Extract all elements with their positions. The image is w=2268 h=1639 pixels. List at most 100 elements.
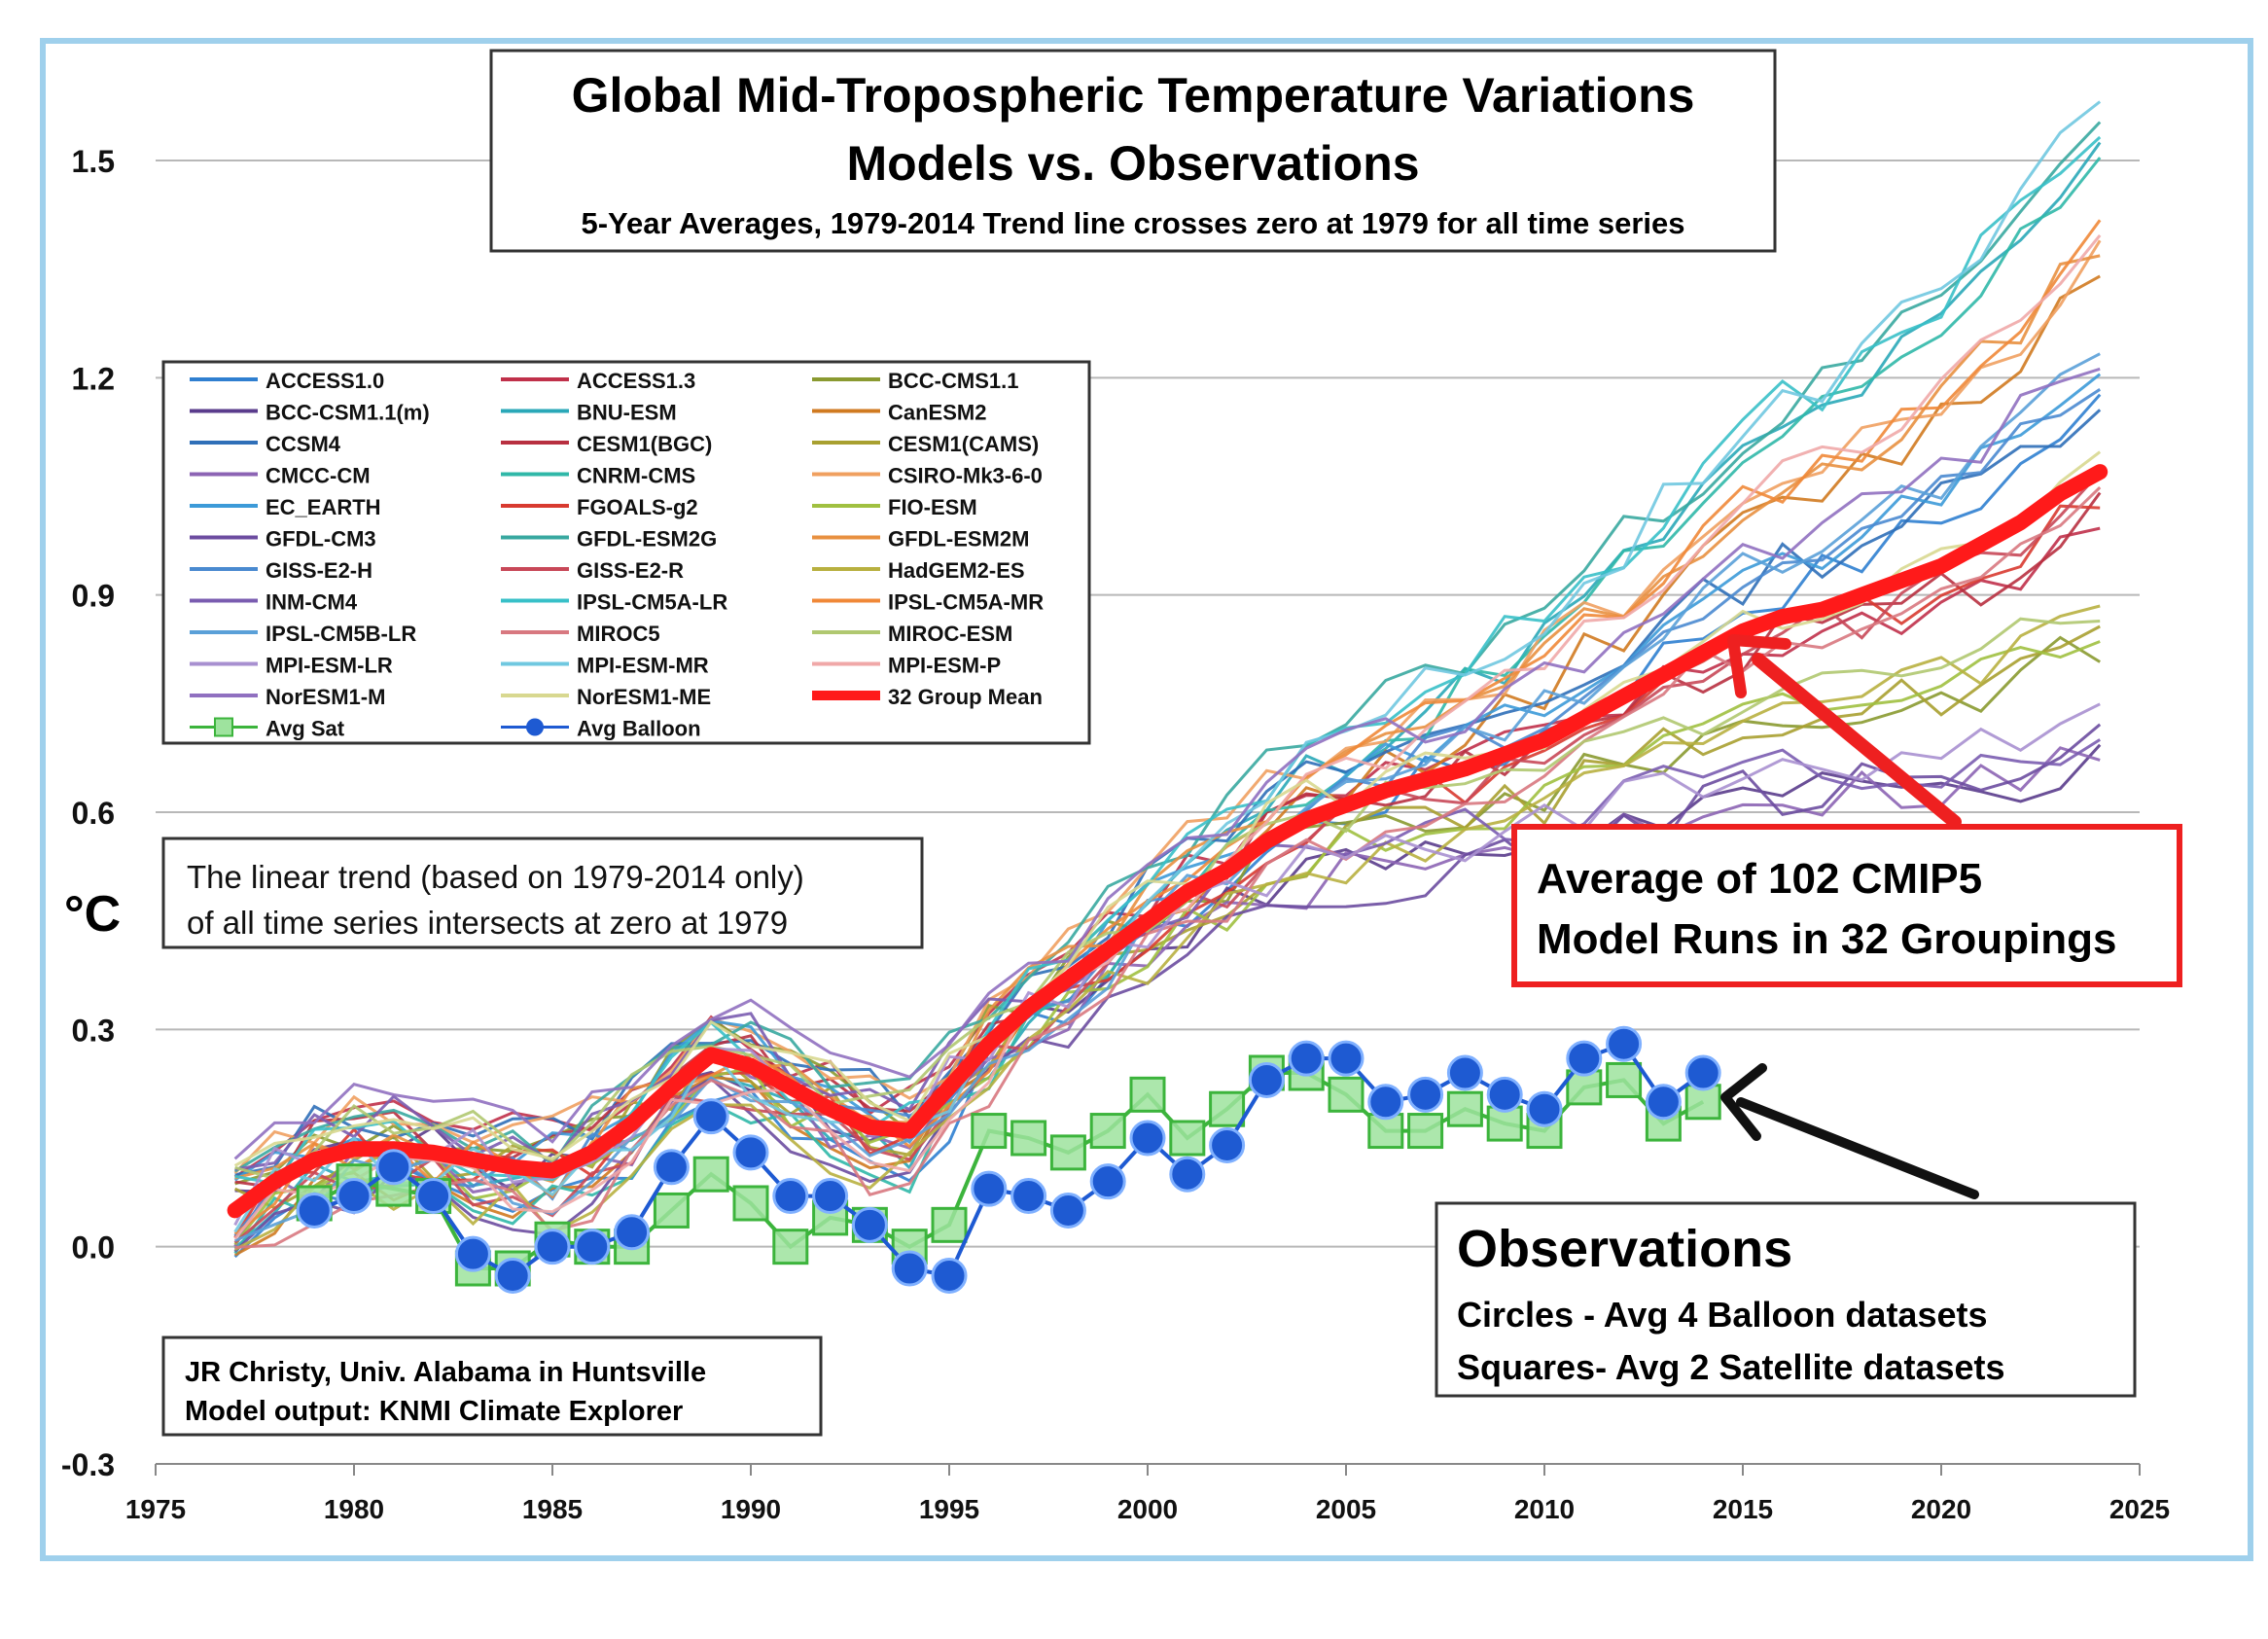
model-line-31 [233,450,2102,1167]
balloon-point [1328,1040,1364,1077]
balloon-point [1645,1084,1682,1121]
sat-point [692,1156,729,1193]
balloon-point [1606,1025,1643,1062]
trend-note-box: The linear trend (based on 1979-2014 onl… [161,837,924,949]
legend-label: BCC-CMS1.1 [888,369,1018,393]
legend-item: CSIRO-Mk3-6-0 [812,464,1043,488]
y-tick-label: 0.6 [72,796,115,831]
legend-label: GFDL-ESM2M [888,527,1029,552]
legend-label: CNRM-CMS [577,464,695,488]
balloon-point [1566,1040,1603,1077]
legend-item: ACCESS1.0 [190,369,384,393]
legend-label: GISS-E2-R [577,558,684,583]
legend-item: CCSM4 [190,432,341,456]
legend-item: EC_EARTH [190,495,381,519]
legend-label: CanESM2 [888,401,986,425]
y-tick-label: 0.9 [72,579,115,614]
legend-item: BCC-CSM1.1(m) [190,401,430,425]
balloon-point [772,1178,809,1215]
legend-label: CESM1(CAMS) [888,432,1039,456]
balloon-point [614,1214,651,1251]
legend-label: BCC-CSM1.1(m) [266,401,430,425]
observations-circles-note: Circles - Avg 4 Balloon datasets [1457,1295,1988,1335]
legend-item: IPSL-CM5A-LR [501,590,727,615]
legend-item: GISS-E2-H [190,558,372,583]
legend-item: IPSL-CM5B-LR [190,622,416,646]
model-line-27 [233,702,2101,1227]
legend-label: IPSL-CM5A-MR [888,590,1044,615]
legend-items: ACCESS1.0 ACCESS1.3 BCC-CMS1.1 BCC-CSM1.1(m… [190,369,1044,741]
x-tick-label: 1985 [522,1494,583,1524]
legend-item: MIROC5 [501,622,660,646]
legend-marker [526,718,544,736]
legend-label: Avg Balloon [577,717,701,741]
legend-item: GFDL-CM3 [190,527,376,552]
balloon-point [851,1206,888,1243]
cmip5-note-line1: Average of 102 CMIP5 [1537,855,1982,903]
legend-label: MPI-ESM-P [888,654,1001,678]
sat-point [1328,1076,1364,1113]
legend-label: Avg Sat [266,717,345,741]
legend-label: BNU-ESM [577,401,677,425]
legend-label: NorESM1-ME [577,685,711,709]
legend-label: EC_EARTH [266,495,381,519]
axes: 1.5 1.2 0.9 0.6 0.3 0.0 -0.3 1975 1980 1985 1990 19… [61,144,2170,1524]
legend-label: HadGEM2-ES [888,558,1025,583]
balloon-point [1486,1076,1523,1113]
sat-point [1446,1090,1483,1127]
balloon-point [1049,1192,1086,1229]
sat-point [772,1229,809,1265]
legend-label: ACCESS1.3 [577,369,695,393]
balloon-point [971,1170,1008,1207]
balloon-point [1209,1126,1246,1163]
legend-label: IPSL-CM5A-LR [577,590,727,615]
chart-subtitle: 5-Year Averages, 1979-2014 Trend line cr… [581,206,1684,240]
sat-point [1486,1105,1523,1142]
legend-item: NorESM1-ME [501,685,711,709]
x-tick-label: 2020 [1911,1494,1971,1524]
legend-item: INM-CM4 [190,590,358,615]
credit-box: JR Christy, Univ. Alabama in Huntsville … [161,1336,823,1437]
x-tick-label: 1975 [125,1494,186,1524]
x-tick-label: 2025 [2109,1494,2170,1524]
legend-label: ACCESS1.0 [266,369,384,393]
observations-title: Observations [1457,1220,1792,1278]
y-axis-label: °C [64,886,121,943]
balloon-point [1089,1163,1126,1200]
balloon-point [574,1229,611,1265]
balloon-point [812,1178,849,1215]
sat-point [1169,1120,1206,1157]
y-tick-label: 1.2 [72,361,115,396]
cmip5-note-line2: Model Runs in 32 Groupings [1537,915,2116,963]
legend-label: FIO-ESM [888,495,977,519]
legend-item: MPI-ESM-MR [501,654,709,678]
balloon-point [296,1192,333,1229]
legend-label: GISS-E2-H [266,558,372,583]
legend-item: CanESM2 [812,401,986,425]
balloon-point [1288,1040,1325,1077]
legend-label: CCSM4 [266,432,341,456]
balloon-point [1526,1090,1563,1127]
legend-item: IPSL-CM5A-MR [812,590,1044,615]
mean-series [227,464,2109,1219]
sat-point [1010,1120,1047,1157]
legend-label: MPI-ESM-LR [266,654,393,678]
sat-point [1129,1076,1166,1113]
legend-item: MPI-ESM-P [812,654,1001,678]
legend-item: BCC-CMS1.1 [812,369,1018,393]
legend-label: FGOALS-g2 [577,495,698,519]
legend-item: Avg Balloon [501,717,701,741]
x-tick-label: 2010 [1514,1494,1575,1524]
observations-squares-note: Squares- Avg 2 Satellite datasets [1457,1347,2005,1387]
credit-line1: JR Christy, Univ. Alabama in Huntsville [185,1357,706,1388]
legend-item: CESM1(CAMS) [812,432,1039,456]
x-tick-label: 2005 [1316,1494,1376,1524]
legend-item: MIROC-ESM [812,622,1012,646]
title-box: Global Mid-Tropospheric Temperature Vari… [489,49,1777,253]
sat-point [653,1192,690,1229]
legend-label: MIROC-ESM [888,622,1012,646]
legend-label: MPI-ESM-MR [577,654,709,678]
x-tick-label: 1995 [919,1494,979,1524]
trend-note-line1: The linear trend (based on 1979-2014 onl… [187,859,804,895]
legend-item: GFDL-ESM2M [812,527,1029,552]
